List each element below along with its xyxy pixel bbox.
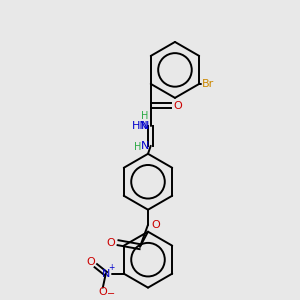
Text: −: − [107,289,115,298]
Text: O: O [174,101,182,111]
Text: H: H [134,142,141,152]
Text: HN: HN [132,121,149,131]
Text: N: N [140,141,149,151]
Text: H: H [141,111,149,121]
Text: O: O [106,238,115,248]
Text: O: O [151,220,160,230]
Text: +: + [109,263,115,272]
Text: N: N [140,121,149,131]
Text: O: O [98,286,107,297]
Text: O: O [86,257,95,267]
Text: N: N [102,269,110,279]
Text: Br: Br [202,79,214,89]
